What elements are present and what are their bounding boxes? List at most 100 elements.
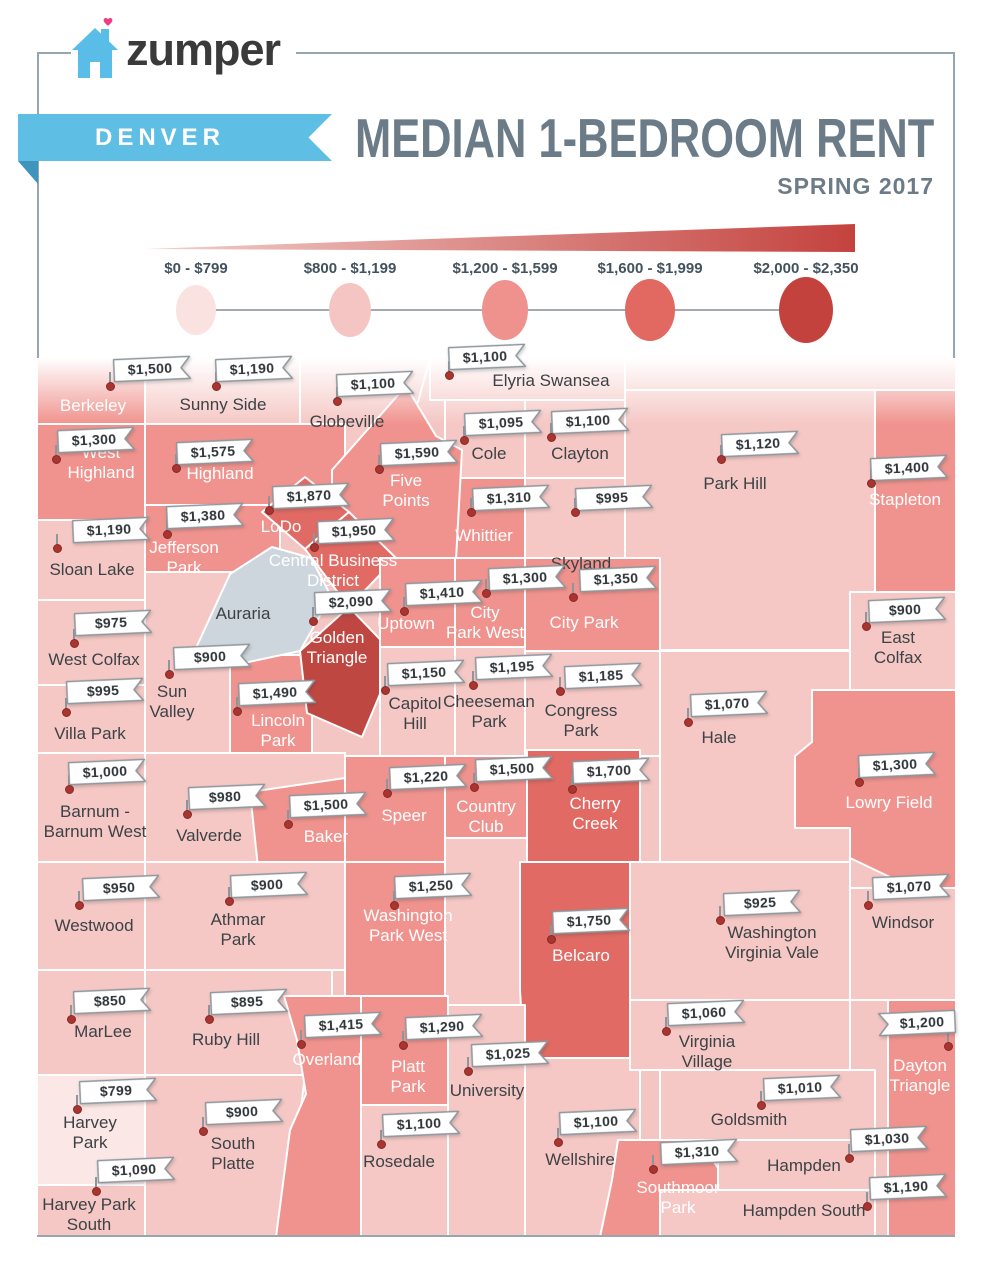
flag-pole — [186, 800, 188, 814]
svg-text:$980: $980 — [208, 788, 241, 805]
svg-text:$900: $900 — [193, 648, 226, 665]
svg-text:$1,575: $1,575 — [190, 443, 235, 461]
flag-pole — [760, 1091, 762, 1105]
svg-text:$900: $900 — [888, 601, 921, 618]
svg-text:$895: $895 — [230, 993, 263, 1010]
neighborhood-label-globeville: Globeville — [309, 412, 385, 431]
flag-pole — [384, 676, 386, 690]
neighborhood-label-five-points: Five Points — [382, 471, 430, 511]
marker-dot-lowry-field — [855, 778, 864, 787]
flag-pole — [665, 1017, 667, 1031]
neighborhood-label-lowry-field: Lowry Field — [845, 793, 933, 812]
marker-dot-windsor — [864, 901, 873, 910]
neighborhood-label-cherry-creek: Cherry Creek — [569, 794, 621, 834]
price-flag-villa-park: $995 — [65, 677, 145, 705]
neighborhood-label-baker: Baker — [303, 827, 349, 846]
price-flag-stapleton: $1,400 — [869, 454, 949, 482]
flag-pole — [380, 1130, 382, 1144]
svg-text:$1,090: $1,090 — [111, 1161, 156, 1179]
price-flag-south-platte: $900 — [204, 1098, 284, 1126]
flag-pole — [109, 372, 111, 386]
flag-pole — [287, 810, 289, 824]
marker-dot-platt-park — [399, 1041, 408, 1050]
price-flag-ruby-hill: $895 — [209, 988, 289, 1016]
marker-dot-city-park-west — [482, 589, 491, 598]
marker-dot-five-points — [375, 465, 384, 474]
legend-range-label-4: $2,000 - $2,350 — [753, 260, 859, 277]
map-svg — [37, 358, 955, 1235]
flag-pole — [56, 534, 58, 548]
svg-text:$1,870: $1,870 — [286, 487, 331, 505]
flag-pole — [557, 1128, 559, 1142]
neighborhood-label-rosedale: Rosedale — [363, 1152, 435, 1171]
price-flag-skyland: $995 — [574, 484, 654, 512]
marker-dot-ruby-hill — [205, 1015, 214, 1024]
svg-text:$1,300: $1,300 — [872, 756, 917, 774]
svg-text:$1,400: $1,400 — [884, 459, 929, 477]
svg-text:$1,310: $1,310 — [674, 1143, 719, 1161]
flag-pole — [947, 1032, 949, 1046]
marker-dot-harvey-park — [73, 1105, 82, 1114]
price-flag-city-park-west: $1,300 — [487, 564, 567, 592]
neighborhood-label-jefferson-park: Jefferson Park — [149, 538, 219, 578]
price-flag-athmar-park: $900 — [229, 871, 309, 899]
svg-text:$975: $975 — [94, 614, 127, 631]
flag-pole — [720, 445, 722, 459]
price-flag-dayton-triangle: $1,200 — [877, 1009, 957, 1037]
brand-wordmark: zumper — [126, 24, 281, 75]
svg-text:$1,195: $1,195 — [489, 658, 534, 676]
svg-text:$1,490: $1,490 — [252, 684, 297, 702]
svg-text:$1,190: $1,190 — [883, 1178, 928, 1196]
neighborhood-label-stapleton: Stapleton — [869, 490, 941, 509]
svg-text:$1,185: $1,185 — [578, 667, 623, 685]
svg-text:$995: $995 — [595, 489, 628, 506]
flag-pole — [168, 660, 170, 674]
price-flag-virginia-village: $1,060 — [666, 999, 746, 1027]
marker-dot-stapleton — [867, 479, 876, 488]
marker-dot-south-platte — [199, 1127, 208, 1136]
svg-text:$1,100: $1,100 — [396, 1115, 441, 1133]
marker-dot-cherry-creek — [568, 785, 577, 794]
marker-dot-valverde — [183, 810, 192, 819]
marker-dot-jefferson-park — [163, 530, 172, 539]
flag-pole — [403, 597, 405, 611]
neighborhood-label-clayton: Clayton — [551, 444, 609, 463]
price-flag-overland: $1,415 — [303, 1011, 383, 1039]
neighborhood-label-cheeseman-park: Cheeseman Park — [443, 692, 535, 732]
price-flag-rosedale: $1,100 — [381, 1110, 461, 1138]
price-flag-goldsmith: $1,010 — [762, 1074, 842, 1102]
marker-dot-washington-virginia-vale — [716, 916, 725, 925]
marker-dot-athmar-park — [225, 897, 234, 906]
price-flag-sloan-lake: $1,190 — [71, 516, 151, 544]
neighborhood-label-city-park-west: City Park West — [445, 603, 525, 643]
flag-pole — [485, 579, 487, 593]
price-flag-windsor: $1,070 — [871, 873, 951, 901]
price-flag-wellshire: $1,100 — [558, 1108, 638, 1136]
flag-pole — [470, 498, 472, 512]
svg-text:$799: $799 — [99, 1082, 132, 1099]
flag-pole — [65, 698, 67, 712]
marker-dot-capitol-hill — [381, 686, 390, 695]
price-flag-marlee: $850 — [72, 987, 152, 1015]
marker-dot-rosedale — [377, 1140, 386, 1149]
price-flag-hale: $1,070 — [689, 690, 769, 718]
neighborhood-label-harvey-park: Harvey Park — [63, 1113, 117, 1153]
price-flag-harvey-park-south: $1,090 — [96, 1156, 176, 1184]
marker-dot-hampden-south — [863, 1202, 872, 1211]
flag-pole — [78, 891, 80, 905]
svg-text:$1,100: $1,100 — [573, 1113, 618, 1131]
price-flag-baker: $1,500 — [288, 791, 368, 819]
marker-dot-marlee — [67, 1015, 76, 1024]
city-ribbon-label: DENVER — [94, 123, 226, 151]
svg-text:$1,190: $1,190 — [86, 521, 131, 539]
marker-dot-sun-valley — [165, 670, 174, 679]
city-ribbon: DENVER — [18, 114, 332, 161]
neighborhood-label-athmar-park: Athmar Park — [210, 910, 266, 950]
neighborhood-label-whittier: Whittier — [455, 526, 513, 545]
legend-range-label-0: $0 - $799 — [164, 260, 228, 277]
price-flag-highland: $1,575 — [175, 438, 255, 466]
svg-text:$1,070: $1,070 — [704, 695, 749, 713]
svg-text:$1,200: $1,200 — [899, 1013, 944, 1031]
price-flag-west-colfax: $975 — [73, 609, 153, 637]
